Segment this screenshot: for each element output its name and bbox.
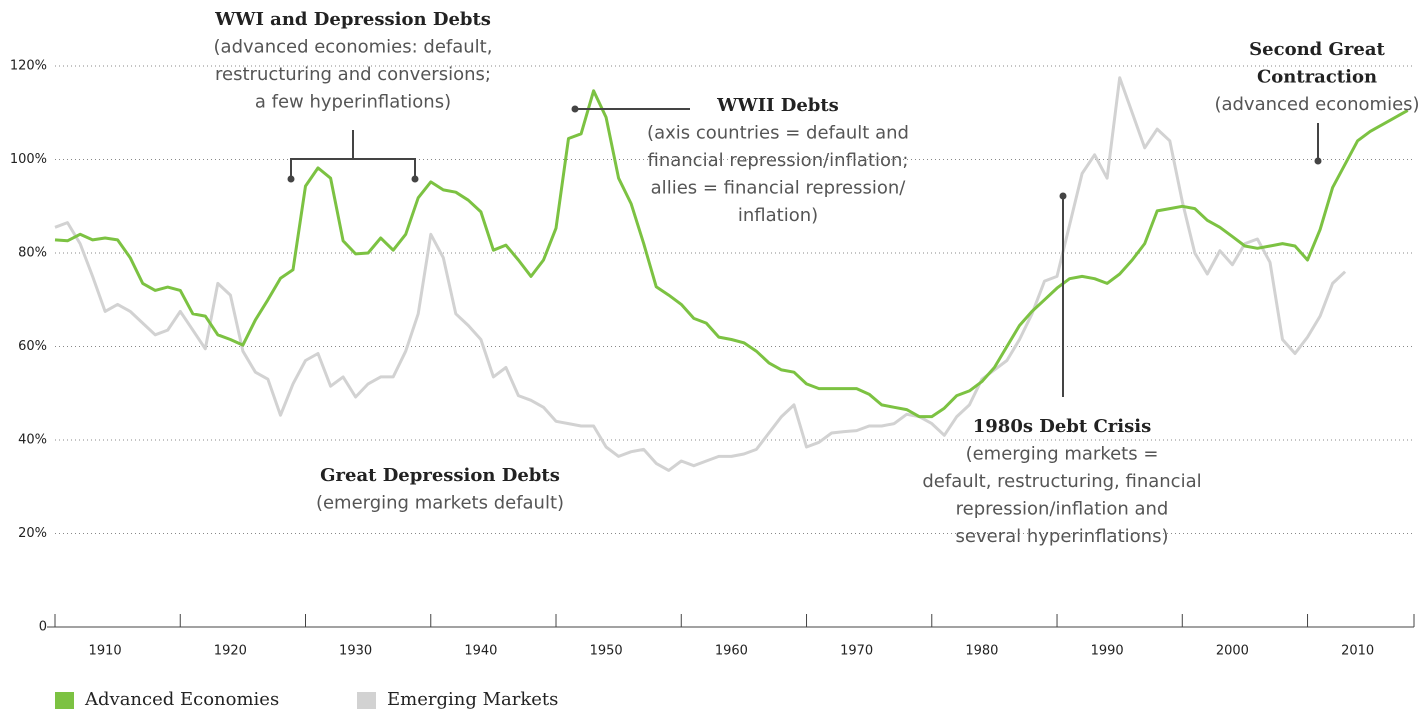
annotation-title: WWII Debts — [716, 95, 839, 116]
annotation-connectors — [287, 105, 1322, 397]
connector-dot — [571, 105, 579, 113]
annotation-text: allies = financial repression/ — [651, 178, 907, 199]
x-tick-label: 1970 — [840, 644, 873, 659]
annotation-text: (axis countries = default and — [647, 123, 909, 144]
y-tick-label: 100% — [10, 152, 47, 167]
annotation-title: Great Depression Debts — [320, 465, 560, 486]
annotation-text: (advanced economies) — [1214, 94, 1419, 115]
x-tick-label: 1940 — [464, 644, 497, 659]
annotation-text: (emerging markets = — [966, 444, 1159, 465]
connector-dot — [1314, 157, 1322, 165]
legend-swatch — [55, 692, 74, 709]
connector-dot — [411, 175, 419, 183]
annotation-text: a few hyperinflations) — [255, 92, 451, 113]
annotation-title: Contraction — [1257, 67, 1377, 88]
y-tick-label: 60% — [18, 339, 47, 354]
connector-dot — [1059, 192, 1067, 200]
x-tick-label: 1920 — [214, 644, 247, 659]
y-tick-label: 120% — [10, 59, 47, 74]
annotation-text: (emerging markets default) — [316, 493, 564, 514]
x-tick-label: 2000 — [1216, 644, 1249, 659]
annotation-text: financial repression/inflation; — [648, 150, 909, 171]
y-tick-label: 80% — [18, 246, 47, 261]
annotation-text: inflation) — [738, 205, 818, 226]
x-tick-label: 1980 — [965, 644, 998, 659]
y-tick-label: 20% — [18, 526, 47, 541]
annotation-title: WWI and Depression Debts — [214, 9, 491, 30]
annotation-text: several hyperinflations) — [956, 526, 1169, 547]
annotation-title: 1980s Debt Crisis — [973, 416, 1151, 437]
legend-label: Emerging Markets — [387, 689, 558, 709]
annotation-text: default, restructuring, financial — [922, 471, 1201, 492]
x-tick-label: 1990 — [1091, 644, 1124, 659]
series-line — [54, 89, 1409, 419]
annotation-text: repression/inflation and — [956, 499, 1169, 520]
legend-swatch — [357, 692, 376, 709]
x-tick-label: 1930 — [339, 644, 372, 659]
x-tick-label: 1950 — [590, 644, 623, 659]
legend-label: Advanced Economies — [84, 689, 279, 709]
annotation-title: Second Great — [1249, 39, 1385, 60]
connector-dot — [287, 175, 295, 183]
y-tick-label: 40% — [18, 433, 47, 448]
bracket — [290, 130, 416, 179]
annotation-text: (advanced economies: default, — [214, 37, 493, 58]
x-tick-label: 1910 — [89, 644, 122, 659]
annotation-text: restructuring and conversions; — [215, 64, 491, 85]
x-tick-label: 1960 — [715, 644, 748, 659]
series-line — [54, 76, 1347, 472]
x-tick-label: 2010 — [1341, 644, 1374, 659]
y-tick-label: 0 — [39, 620, 47, 635]
